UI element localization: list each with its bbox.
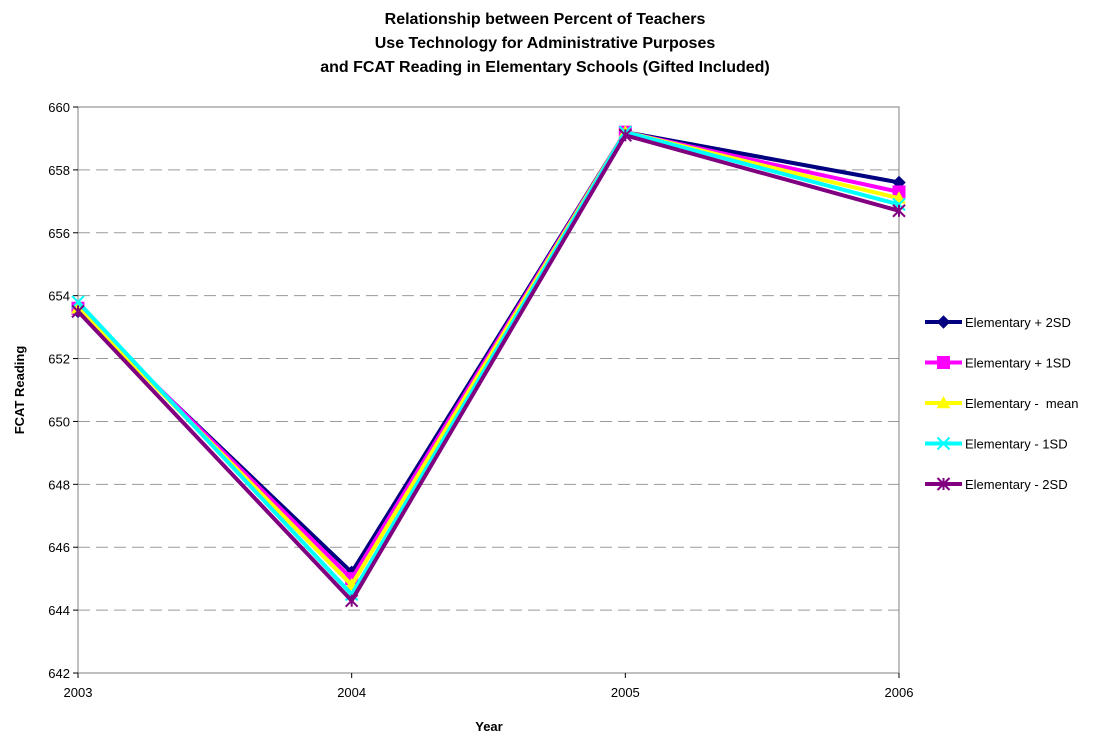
y-tick-label: 646 bbox=[48, 540, 70, 555]
legend-label: Elementary + 2SD bbox=[965, 315, 1071, 330]
y-tick-label: 660 bbox=[48, 100, 70, 115]
y-tick-label: 644 bbox=[48, 603, 70, 618]
series-3 bbox=[71, 125, 906, 602]
marker-shape bbox=[936, 395, 951, 409]
legend-item: Elementary + 1SD bbox=[925, 356, 1071, 371]
legend-item: Elementary - 2SD bbox=[925, 477, 1068, 492]
x-axis-ticks: 2003 2004 2005 2006 bbox=[64, 673, 914, 700]
y-tick-label: 654 bbox=[48, 289, 70, 304]
x-axis-title: Year bbox=[475, 719, 502, 734]
legend-item: Elementary - 1SD bbox=[925, 437, 1068, 452]
series-line bbox=[76, 132, 900, 604]
series-line bbox=[76, 129, 900, 589]
x-tick-label: 2003 bbox=[64, 685, 93, 700]
legend-item: Elementary + 2SD bbox=[925, 315, 1071, 330]
y-tick-label: 658 bbox=[48, 163, 70, 178]
legend-marker bbox=[936, 436, 951, 451]
legend-label: Elementary - 2SD bbox=[965, 477, 1068, 492]
legend-marker bbox=[936, 395, 951, 409]
y-axis-title: FCAT Reading bbox=[12, 346, 27, 435]
marker-stroke bbox=[936, 436, 951, 451]
series-2 bbox=[71, 125, 906, 591]
legend-label: Elementary - 1SD bbox=[965, 437, 1068, 452]
y-tick-label: 656 bbox=[48, 226, 70, 241]
marker-stroke bbox=[71, 295, 85, 309]
legend-marker bbox=[936, 477, 951, 491]
chart-title: Relationship between Percent of Teachers… bbox=[320, 11, 770, 76]
legend-item: Elementary - mean bbox=[925, 395, 1078, 411]
x-tick-label: 2006 bbox=[885, 685, 914, 700]
y-tick-label: 652 bbox=[48, 352, 70, 367]
legend: Elementary + 2SD Elementary + 1SD Elementa… bbox=[925, 315, 1078, 492]
y-tick-label: 650 bbox=[48, 414, 70, 429]
chart-title-line-2: Use Technology for Administrative Purpos… bbox=[375, 35, 716, 52]
chart-title-line-3: and FCAT Reading in Elementary Schools (… bbox=[320, 59, 770, 76]
x-tick-label: 2004 bbox=[337, 685, 366, 700]
legend-label: Elementary + 1SD bbox=[965, 356, 1071, 371]
series-lines bbox=[71, 125, 906, 608]
gridlines bbox=[78, 169, 899, 611]
chart-title-line-1: Relationship between Percent of Teachers bbox=[385, 11, 706, 28]
data-point bbox=[71, 304, 85, 319]
legend-label: Elementary - mean bbox=[965, 396, 1078, 411]
y-axis-ticks: 642 644 646 648 650 652 654 656 658 660 bbox=[48, 100, 78, 681]
data-point bbox=[892, 204, 906, 218]
data-point bbox=[618, 128, 633, 143]
legend-marker bbox=[936, 315, 951, 329]
marker-shape bbox=[937, 356, 950, 369]
series-4 bbox=[71, 128, 906, 608]
y-tick-label: 642 bbox=[48, 666, 70, 681]
legend-marker bbox=[937, 356, 950, 369]
plot-area-border bbox=[77, 106, 900, 674]
y-tick-label: 648 bbox=[48, 477, 70, 492]
x-tick-label: 2005 bbox=[611, 685, 640, 700]
data-point bbox=[71, 295, 85, 309]
series-line bbox=[76, 129, 900, 598]
marker-shape bbox=[936, 315, 951, 329]
data-point bbox=[344, 593, 359, 608]
